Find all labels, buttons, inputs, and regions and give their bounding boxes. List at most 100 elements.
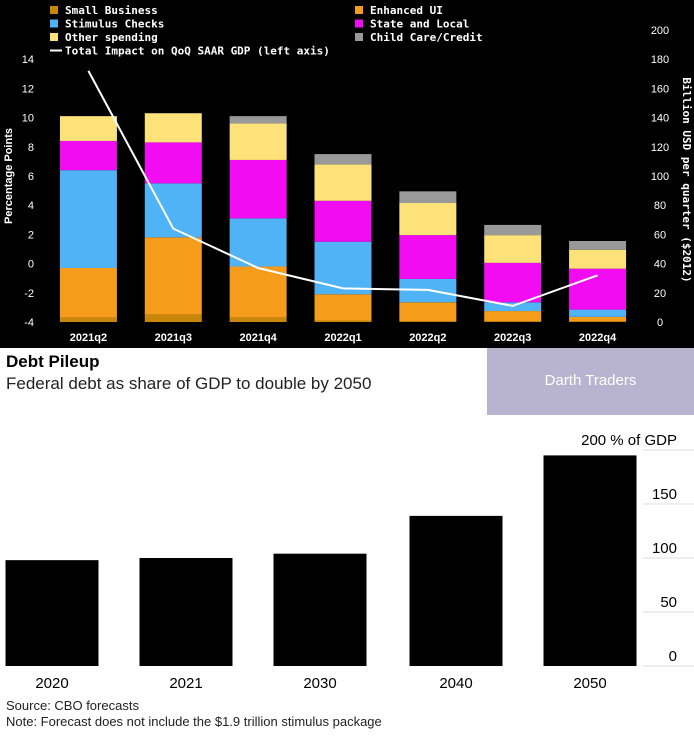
bar-segment — [569, 249, 627, 269]
footnote: Note: Forecast does not include the $1.9… — [6, 714, 382, 729]
source-note: Source: CBO forecasts — [6, 698, 139, 713]
bar-segment — [399, 302, 457, 322]
right-tick-label: 200 — [651, 25, 669, 37]
left-tick-label: 8 — [28, 142, 34, 154]
y-tick-label: 0 — [669, 648, 677, 665]
bar-segment — [144, 142, 202, 184]
x-tick-label: 2020 — [35, 675, 68, 692]
bar-segment — [484, 262, 542, 303]
debt-bar — [5, 560, 99, 666]
right-tick-label: 40 — [654, 259, 666, 271]
bar-segment — [569, 309, 627, 317]
x-tick-label: 2022q4 — [579, 332, 617, 344]
legend-label: Enhanced UI — [370, 4, 443, 17]
chart-subtitle: Federal debt as share of GDP to double b… — [6, 374, 372, 393]
bar-segment — [59, 140, 117, 171]
legend-label: State and Local — [370, 18, 469, 31]
bar-segment — [314, 164, 372, 201]
x-tick-label: 2022q3 — [494, 332, 531, 344]
x-tick-label: 2050 — [573, 675, 606, 692]
legend-swatch — [355, 6, 363, 14]
left-tick-label: -4 — [24, 317, 34, 329]
legend-label: Stimulus Checks — [65, 18, 164, 31]
bar-segment — [229, 266, 287, 318]
right-tick-label: 140 — [651, 113, 669, 125]
bar-segment — [569, 268, 627, 310]
bar-segment — [314, 154, 372, 165]
y-tick-label: 100 — [652, 540, 677, 557]
left-tick-label: 0 — [28, 259, 34, 271]
bar-segment — [59, 170, 117, 268]
bar-segment — [399, 321, 457, 322]
bar-segment — [314, 294, 372, 321]
bar-segment — [144, 113, 202, 143]
right-tick-label: 20 — [654, 288, 666, 300]
right-tick-label: 160 — [651, 83, 669, 95]
x-tick-label: 2030 — [303, 675, 336, 692]
x-tick-label: 2021q3 — [155, 332, 192, 344]
right-tick-label: 0 — [657, 317, 663, 329]
debt-bar — [139, 558, 233, 666]
brand-box: Darth Traders — [487, 348, 694, 415]
bar-segment — [314, 241, 372, 295]
right-tick-label: 60 — [654, 229, 666, 241]
bar-segment — [229, 116, 287, 124]
left-tick-label: 10 — [22, 113, 34, 125]
bar-segment — [59, 317, 117, 322]
left-tick-label: 6 — [28, 171, 34, 183]
left-tick-label: 14 — [22, 54, 34, 66]
bar-segment — [399, 191, 457, 204]
bar-segment — [569, 240, 627, 250]
x-tick-label: 2040 — [439, 675, 472, 692]
y-tick-label: 150 — [652, 486, 677, 503]
legend-swatch — [50, 19, 58, 28]
legend-swatch — [355, 19, 363, 28]
bar-segment — [484, 311, 542, 322]
left-tick-label: 4 — [28, 200, 34, 212]
bar-segment — [59, 267, 117, 318]
right-axis-title: Billion USD per quarter ($2012) — [680, 77, 693, 282]
right-tick-label: 120 — [651, 142, 669, 154]
bar-segment — [399, 203, 457, 236]
bar-segment — [144, 237, 202, 315]
bar-segment — [314, 200, 372, 242]
bar-segment — [59, 116, 117, 141]
right-tick-label: 180 — [651, 54, 669, 66]
y-tick-label: 200 % of GDP — [581, 432, 677, 449]
legend-swatch — [50, 6, 58, 14]
stimulus-impact-chart: Small Business Enhanced UI Stimulus Checks… — [0, 0, 694, 348]
bar-segment — [229, 123, 287, 160]
legend-swatch — [50, 33, 58, 41]
bar-segment — [144, 314, 202, 322]
bar-segment — [229, 317, 287, 322]
left-tick-label: -2 — [24, 288, 34, 300]
bar-segment — [484, 235, 542, 263]
left-axis-title: Percentage Points — [3, 128, 15, 224]
total-impact-line — [87, 70, 598, 307]
legend-label: Small Business — [65, 4, 158, 17]
bar-segment — [484, 224, 542, 236]
bar-segment — [314, 320, 372, 322]
debt-bar — [543, 455, 637, 666]
debt-pileup-panel: Debt Pileup Federal debt as share of GDP… — [0, 348, 694, 736]
right-tick-label: 80 — [654, 200, 666, 212]
debt-bar — [409, 515, 503, 666]
bar-segment — [399, 235, 457, 279]
legend-label: Total Impact on QoQ SAAR GDP (left axis) — [65, 45, 330, 58]
brand-label: Darth Traders — [544, 372, 637, 389]
x-tick-label: 2021q2 — [70, 332, 107, 344]
stimulus-chart-svg: Small Business Enhanced UI Stimulus Checks… — [3, 4, 693, 344]
bar-segment — [229, 159, 287, 219]
legend-label: Child Care/Credit — [370, 31, 483, 44]
x-tick-label: 2022q1 — [324, 332, 361, 344]
bar-segment — [569, 316, 627, 322]
debt-chart-svg: 2020 2021 2030 2040 2050 0 50 100 150 200 % of GD… — [5, 432, 694, 692]
bar-segment — [484, 321, 542, 322]
legend-swatch — [355, 33, 363, 41]
bar-segment — [569, 321, 627, 322]
x-tick-label: 2022q2 — [409, 332, 446, 344]
right-tick-label: 100 — [651, 171, 669, 183]
legend-label: Other spending — [65, 31, 158, 44]
x-tick-label: 2021 — [169, 675, 202, 692]
chart-title: Debt Pileup — [6, 352, 100, 371]
